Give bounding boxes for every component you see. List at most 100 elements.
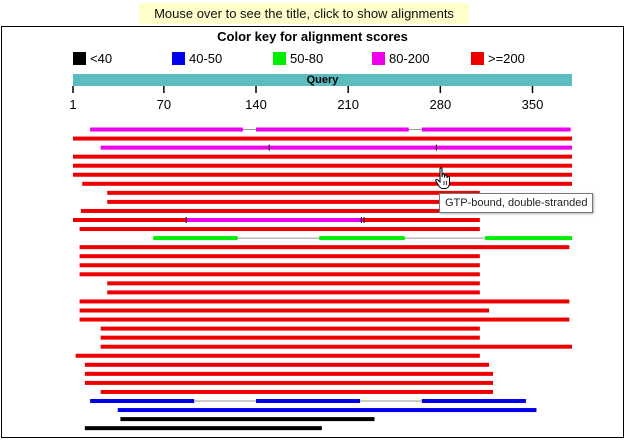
- ruler-tick-label: 140: [245, 97, 267, 112]
- legend-label: <40: [90, 51, 113, 66]
- hit-segment[interactable]: [362, 218, 480, 222]
- alignment-graphic-panel: Color key for alignment scores <40 40-50…: [1, 26, 624, 438]
- hit-row[interactable]: [107, 199, 480, 204]
- hit-segment[interactable]: [100, 335, 480, 340]
- hit-segment[interactable]: [79, 227, 480, 232]
- hit-segment[interactable]: [90, 399, 195, 403]
- hit-segment[interactable]: [73, 172, 572, 177]
- hit-segment[interactable]: [82, 181, 572, 186]
- color-key-title: Color key for alignment scores: [217, 29, 408, 44]
- legend-label: 80-200: [389, 51, 430, 66]
- legend-swatch-green: [273, 52, 286, 65]
- hit-row[interactable]: [84, 380, 494, 385]
- hit-row[interactable]: [79, 272, 480, 277]
- legend-swatch-blue: [172, 52, 185, 65]
- hit-row[interactable]: [79, 254, 480, 259]
- hit-row[interactable]: [107, 290, 480, 295]
- legend-label: >=200: [488, 51, 525, 66]
- ruler-tick-label: 1: [69, 97, 76, 112]
- hit-row[interactable]: [79, 263, 480, 268]
- hit-segment[interactable]: [256, 127, 409, 132]
- hit-row[interactable]: [117, 408, 537, 413]
- hit-row[interactable]: [100, 335, 480, 340]
- hit-row[interactable]: [100, 144, 572, 151]
- hit-row[interactable]: [75, 353, 480, 358]
- hit-row[interactable]: [82, 181, 572, 186]
- hit-segment[interactable]: [107, 199, 480, 204]
- hit-segment[interactable]: [421, 127, 571, 132]
- hit-row[interactable]: [120, 417, 375, 422]
- hit-segment[interactable]: [79, 254, 480, 259]
- hit-segment[interactable]: [100, 344, 572, 349]
- hit-segment[interactable]: [120, 417, 375, 422]
- hit-segment[interactable]: [79, 317, 570, 322]
- hit-segment[interactable]: [117, 408, 537, 413]
- legend-label: 50-80: [290, 51, 324, 66]
- hit-row[interactable]: [73, 163, 572, 168]
- hit-segment[interactable]: [107, 281, 480, 286]
- hit-tooltip: GTP-bound, double-stranded: [439, 193, 594, 213]
- hit-segment[interactable]: [79, 245, 570, 250]
- hit-segment[interactable]: [84, 371, 494, 376]
- hit-row[interactable]: [84, 426, 322, 431]
- legend-label: 40-50: [189, 51, 223, 66]
- hit-segment[interactable]: [84, 362, 490, 367]
- hit-segment[interactable]: [100, 145, 572, 150]
- hit-segment[interactable]: [84, 426, 322, 431]
- hit-segment[interactable]: [73, 136, 572, 141]
- hit-segment[interactable]: [107, 190, 480, 195]
- hit-segment[interactable]: [73, 218, 187, 222]
- hit-row[interactable]: [100, 326, 480, 331]
- hit-row[interactable]: [107, 281, 480, 286]
- hit-row[interactable]: [79, 299, 570, 304]
- hit-segment[interactable]: [80, 208, 480, 213]
- hit-row[interactable]: [79, 245, 570, 250]
- instruction-hint: Mouse over to see the title, click to sh…: [139, 3, 469, 24]
- hit-segment[interactable]: [73, 163, 572, 168]
- hit-row[interactable]: [84, 371, 494, 376]
- hit-segment[interactable]: [79, 299, 570, 304]
- hit-row[interactable]: [79, 227, 480, 232]
- hit-segment[interactable]: [100, 326, 480, 331]
- legend-item-lt40: <40: [73, 51, 113, 66]
- hit-row[interactable]: [153, 236, 572, 241]
- hit-segment[interactable]: [100, 389, 494, 394]
- hit-segment[interactable]: [84, 380, 494, 385]
- hit-row[interactable]: [73, 154, 572, 159]
- legend-swatch-magenta: [372, 52, 385, 65]
- legend-item-50-80: 50-80: [273, 51, 324, 66]
- alignment-hits[interactable]: [2, 27, 624, 438]
- hit-row[interactable]: [73, 217, 480, 223]
- hit-row[interactable]: [100, 389, 494, 394]
- hit-segment[interactable]: [90, 127, 243, 132]
- ruler-tick-label: 280: [429, 97, 451, 112]
- hit-segment[interactable]: [186, 218, 363, 222]
- hit-segment[interactable]: [153, 236, 238, 241]
- hit-row[interactable]: [100, 344, 572, 349]
- hit-segment[interactable]: [421, 399, 526, 403]
- hit-segment[interactable]: [319, 236, 405, 241]
- hit-row[interactable]: [73, 136, 572, 141]
- hit-segment[interactable]: [79, 263, 480, 268]
- hit-row[interactable]: [73, 172, 572, 177]
- hit-row[interactable]: [80, 208, 480, 213]
- hit-segment[interactable]: [107, 290, 480, 295]
- hit-segment[interactable]: [75, 353, 480, 358]
- hit-segment[interactable]: [79, 272, 480, 277]
- legend-item-gte200: >=200: [471, 51, 525, 66]
- hit-row[interactable]: [84, 362, 490, 367]
- hit-row[interactable]: [90, 399, 526, 403]
- hit-segment[interactable]: [485, 236, 572, 241]
- hit-row[interactable]: [107, 190, 480, 195]
- hit-row[interactable]: [90, 127, 571, 132]
- hit-segment[interactable]: [256, 399, 361, 403]
- hit-segment[interactable]: [73, 154, 572, 159]
- hit-segment[interactable]: [79, 308, 490, 313]
- hit-row[interactable]: [79, 308, 490, 313]
- legend-swatch-black: [73, 52, 86, 65]
- hit-row[interactable]: [79, 317, 570, 322]
- ruler-tick-label: 350: [522, 97, 544, 112]
- legend-item-80-200: 80-200: [372, 51, 430, 66]
- hand-cursor-icon: [435, 167, 450, 189]
- query-ruler: 1 70 140 210 280 350: [69, 86, 544, 112]
